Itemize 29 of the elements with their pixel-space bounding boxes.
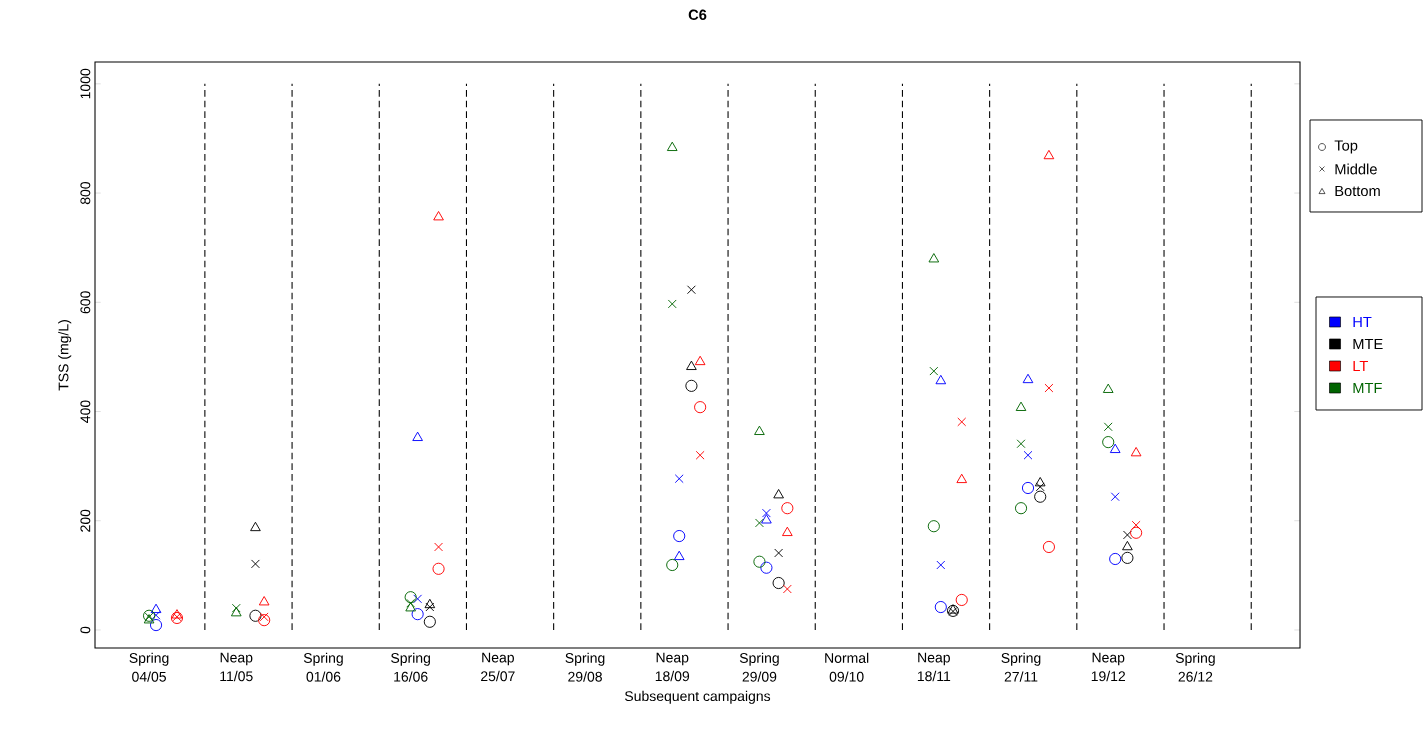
x-tick-label: Normal 09/10 bbox=[825, 652, 869, 682]
y-axis-title: TSS (mg/L) bbox=[58, 320, 72, 391]
x-tick-label: Spring 29/09 bbox=[739, 652, 779, 682]
x-tick-label: Spring 27/11 bbox=[1001, 652, 1041, 682]
x-tick-label: Neap 18/09 bbox=[655, 652, 690, 682]
text: Top bbox=[1334, 140, 1358, 154]
x-tick-label: Spring 29/08 bbox=[565, 652, 605, 682]
y-tick-label: 800 bbox=[80, 181, 91, 205]
x-tick-label: Neap 19/12 bbox=[1091, 652, 1126, 682]
x-axis-title: Subsequent campaigns bbox=[624, 690, 771, 704]
x-tick-label: Neap 18/11 bbox=[917, 652, 951, 682]
x-tick-label: Spring 01/06 bbox=[303, 652, 343, 682]
text: Middle bbox=[1335, 163, 1377, 175]
y-tick-label: 200 bbox=[80, 509, 91, 532]
text: HT bbox=[1353, 316, 1372, 328]
text: Bottom bbox=[1335, 185, 1380, 197]
y-tick-label: 1000 bbox=[80, 68, 91, 99]
x-tick-label: Spring 04/05 bbox=[129, 652, 169, 682]
y-tick-label: 600 bbox=[80, 291, 91, 314]
text: LT bbox=[1353, 360, 1368, 372]
text: MTF bbox=[1353, 382, 1382, 394]
x-tick-label: Spring 16/06 bbox=[391, 652, 430, 682]
chart-title: C6 bbox=[688, 9, 707, 20]
y-tick-label: 400 bbox=[80, 400, 91, 423]
x-tick-label: Neap 25/07 bbox=[481, 652, 515, 682]
y-tick-label: 0 bbox=[80, 626, 91, 634]
x-tick-label: Neap 11/05 bbox=[220, 652, 253, 682]
text: MTE bbox=[1353, 338, 1383, 350]
x-tick-label: Spring 26/12 bbox=[1175, 652, 1215, 682]
